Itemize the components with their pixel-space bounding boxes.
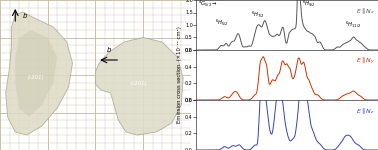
Polygon shape xyxy=(15,30,57,117)
Text: $b$: $b$ xyxy=(22,11,28,20)
Text: $E$$\parallel$$N_z$: $E$$\parallel$$N_z$ xyxy=(356,106,374,116)
Text: $b$: $b$ xyxy=(106,45,112,54)
Text: $^6H_{9/2}$: $^6H_{9/2}$ xyxy=(302,0,316,8)
Text: $E$$\parallel$$N_y$: $E$$\parallel$$N_y$ xyxy=(356,56,374,67)
Text: $^4G_{5/2}\rightarrow$: $^4G_{5/2}\rightarrow$ xyxy=(198,0,218,8)
Polygon shape xyxy=(6,12,73,135)
Text: $^6H_{11/2}$: $^6H_{11/2}$ xyxy=(345,20,362,29)
Text: $E$$\parallel$$N_x$: $E$$\parallel$$N_x$ xyxy=(356,6,374,16)
Polygon shape xyxy=(95,38,183,135)
Text: (-201): (-201) xyxy=(28,75,45,81)
Text: $^6H_{7/2}$: $^6H_{7/2}$ xyxy=(251,10,265,19)
Text: $^6H_{5/2}$: $^6H_{5/2}$ xyxy=(214,18,228,27)
Y-axis label: Emission cross section  (×10⁻²² cm²): Emission cross section (×10⁻²² cm²) xyxy=(177,27,182,123)
Text: (-201): (-201) xyxy=(131,81,148,87)
